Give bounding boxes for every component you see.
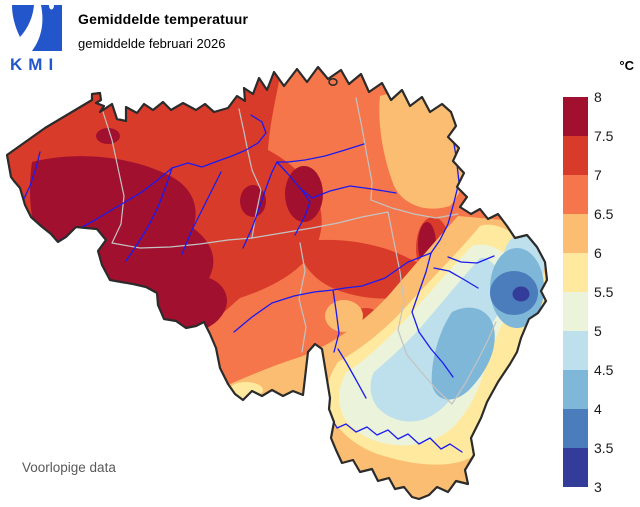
scale-tick-label: 4: [594, 401, 602, 417]
kmi-logo-text: KMI: [10, 55, 59, 72]
scale-swatch: [563, 292, 588, 331]
page-title: Gemiddelde temperatuur: [78, 11, 249, 27]
footer-note: Voorlopige data: [22, 460, 116, 475]
color-scale: [563, 97, 588, 487]
scale-swatch: [563, 214, 588, 253]
scale-tick-label: 5.5: [594, 284, 614, 300]
scale-tick-label: 7.5: [594, 128, 614, 144]
scale-tick-label: 5: [594, 323, 602, 339]
kmi-logo-icon: KMI: [10, 5, 62, 72]
kmi-logo: KMI: [8, 4, 66, 72]
scale-tick-label: 3.5: [594, 440, 614, 456]
scale-tick-label: 6: [594, 245, 602, 261]
scale-swatch: [563, 331, 588, 370]
scale-swatch: [563, 370, 588, 409]
scale-tick-label: 8: [594, 89, 602, 105]
scale-tick-label: 6.5: [594, 206, 614, 222]
scale-swatch: [563, 448, 588, 487]
enclave-dot: [328, 78, 338, 86]
scale-swatch: [563, 253, 588, 292]
belgium-outline: [5, 65, 549, 501]
temperature-bands: [7, 67, 547, 499]
scale-swatch: [563, 136, 588, 175]
unit-label: °C: [619, 58, 634, 73]
scale-tick-label: 7: [594, 167, 602, 183]
scale-tick-label: 4.5: [594, 362, 614, 378]
scale-swatch: [563, 175, 588, 214]
scale-swatch: [563, 97, 588, 136]
page-subtitle: gemiddelde februari 2026: [78, 36, 226, 51]
scale-tick-label: 3: [594, 479, 602, 495]
scale-swatch: [563, 409, 588, 448]
color-scale-ticks: 8 7.5 7 6.5 6 5.5 5 4.5 4 3.5 3: [594, 90, 634, 494]
